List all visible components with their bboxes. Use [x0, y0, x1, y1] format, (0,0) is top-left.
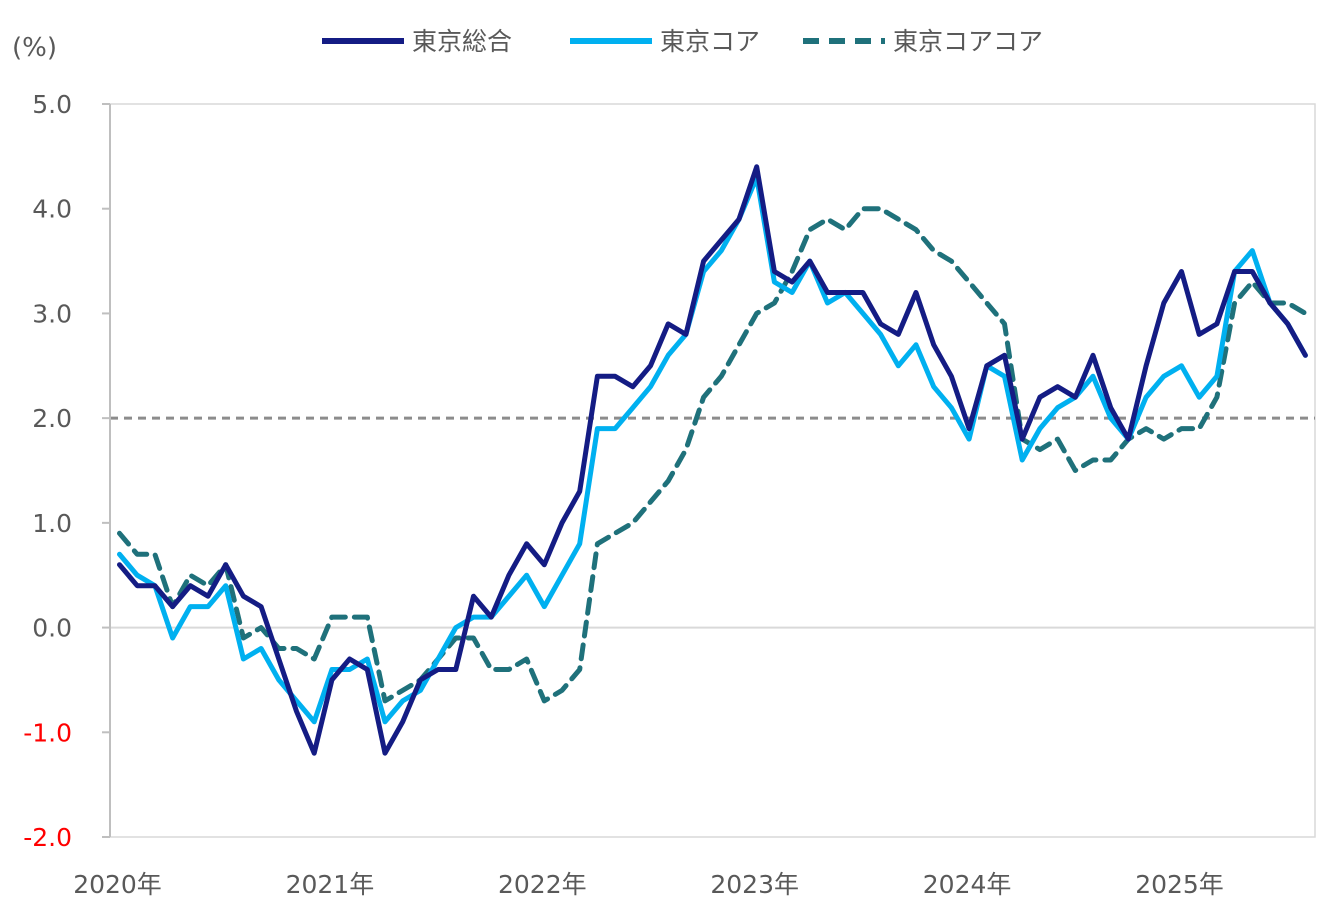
y-tick-label: 2.0 [32, 404, 72, 433]
x-tick-label: 2022年 [498, 870, 587, 899]
y-tick-label: 4.0 [32, 195, 72, 224]
legend-label-2: 東京コア [660, 27, 760, 56]
y-tick-label: 5.0 [32, 90, 72, 119]
y-tick-label: -2.0 [23, 823, 72, 852]
y-tick-label: 3.0 [32, 299, 72, 328]
plot-area [110, 104, 1315, 837]
x-tick-label: 2024年 [923, 870, 1012, 899]
x-tick-label: 2020年 [73, 870, 162, 899]
y-tick-label: 0.0 [32, 614, 72, 643]
x-tick-label: 2021年 [286, 870, 375, 899]
x-tick-label: 2023年 [710, 870, 799, 899]
y-tick-label: -1.0 [23, 718, 72, 747]
legend: 東京総合 東京コア 東京コアコア [322, 27, 1043, 56]
y-axis-unit-label: (%) [12, 33, 57, 63]
y-tick-label: 1.0 [32, 509, 72, 538]
x-tick-label: 2025年 [1135, 870, 1224, 899]
legend-label-1: 東京総合 [412, 27, 512, 56]
legend-label-3: 東京コアコア [893, 27, 1043, 56]
